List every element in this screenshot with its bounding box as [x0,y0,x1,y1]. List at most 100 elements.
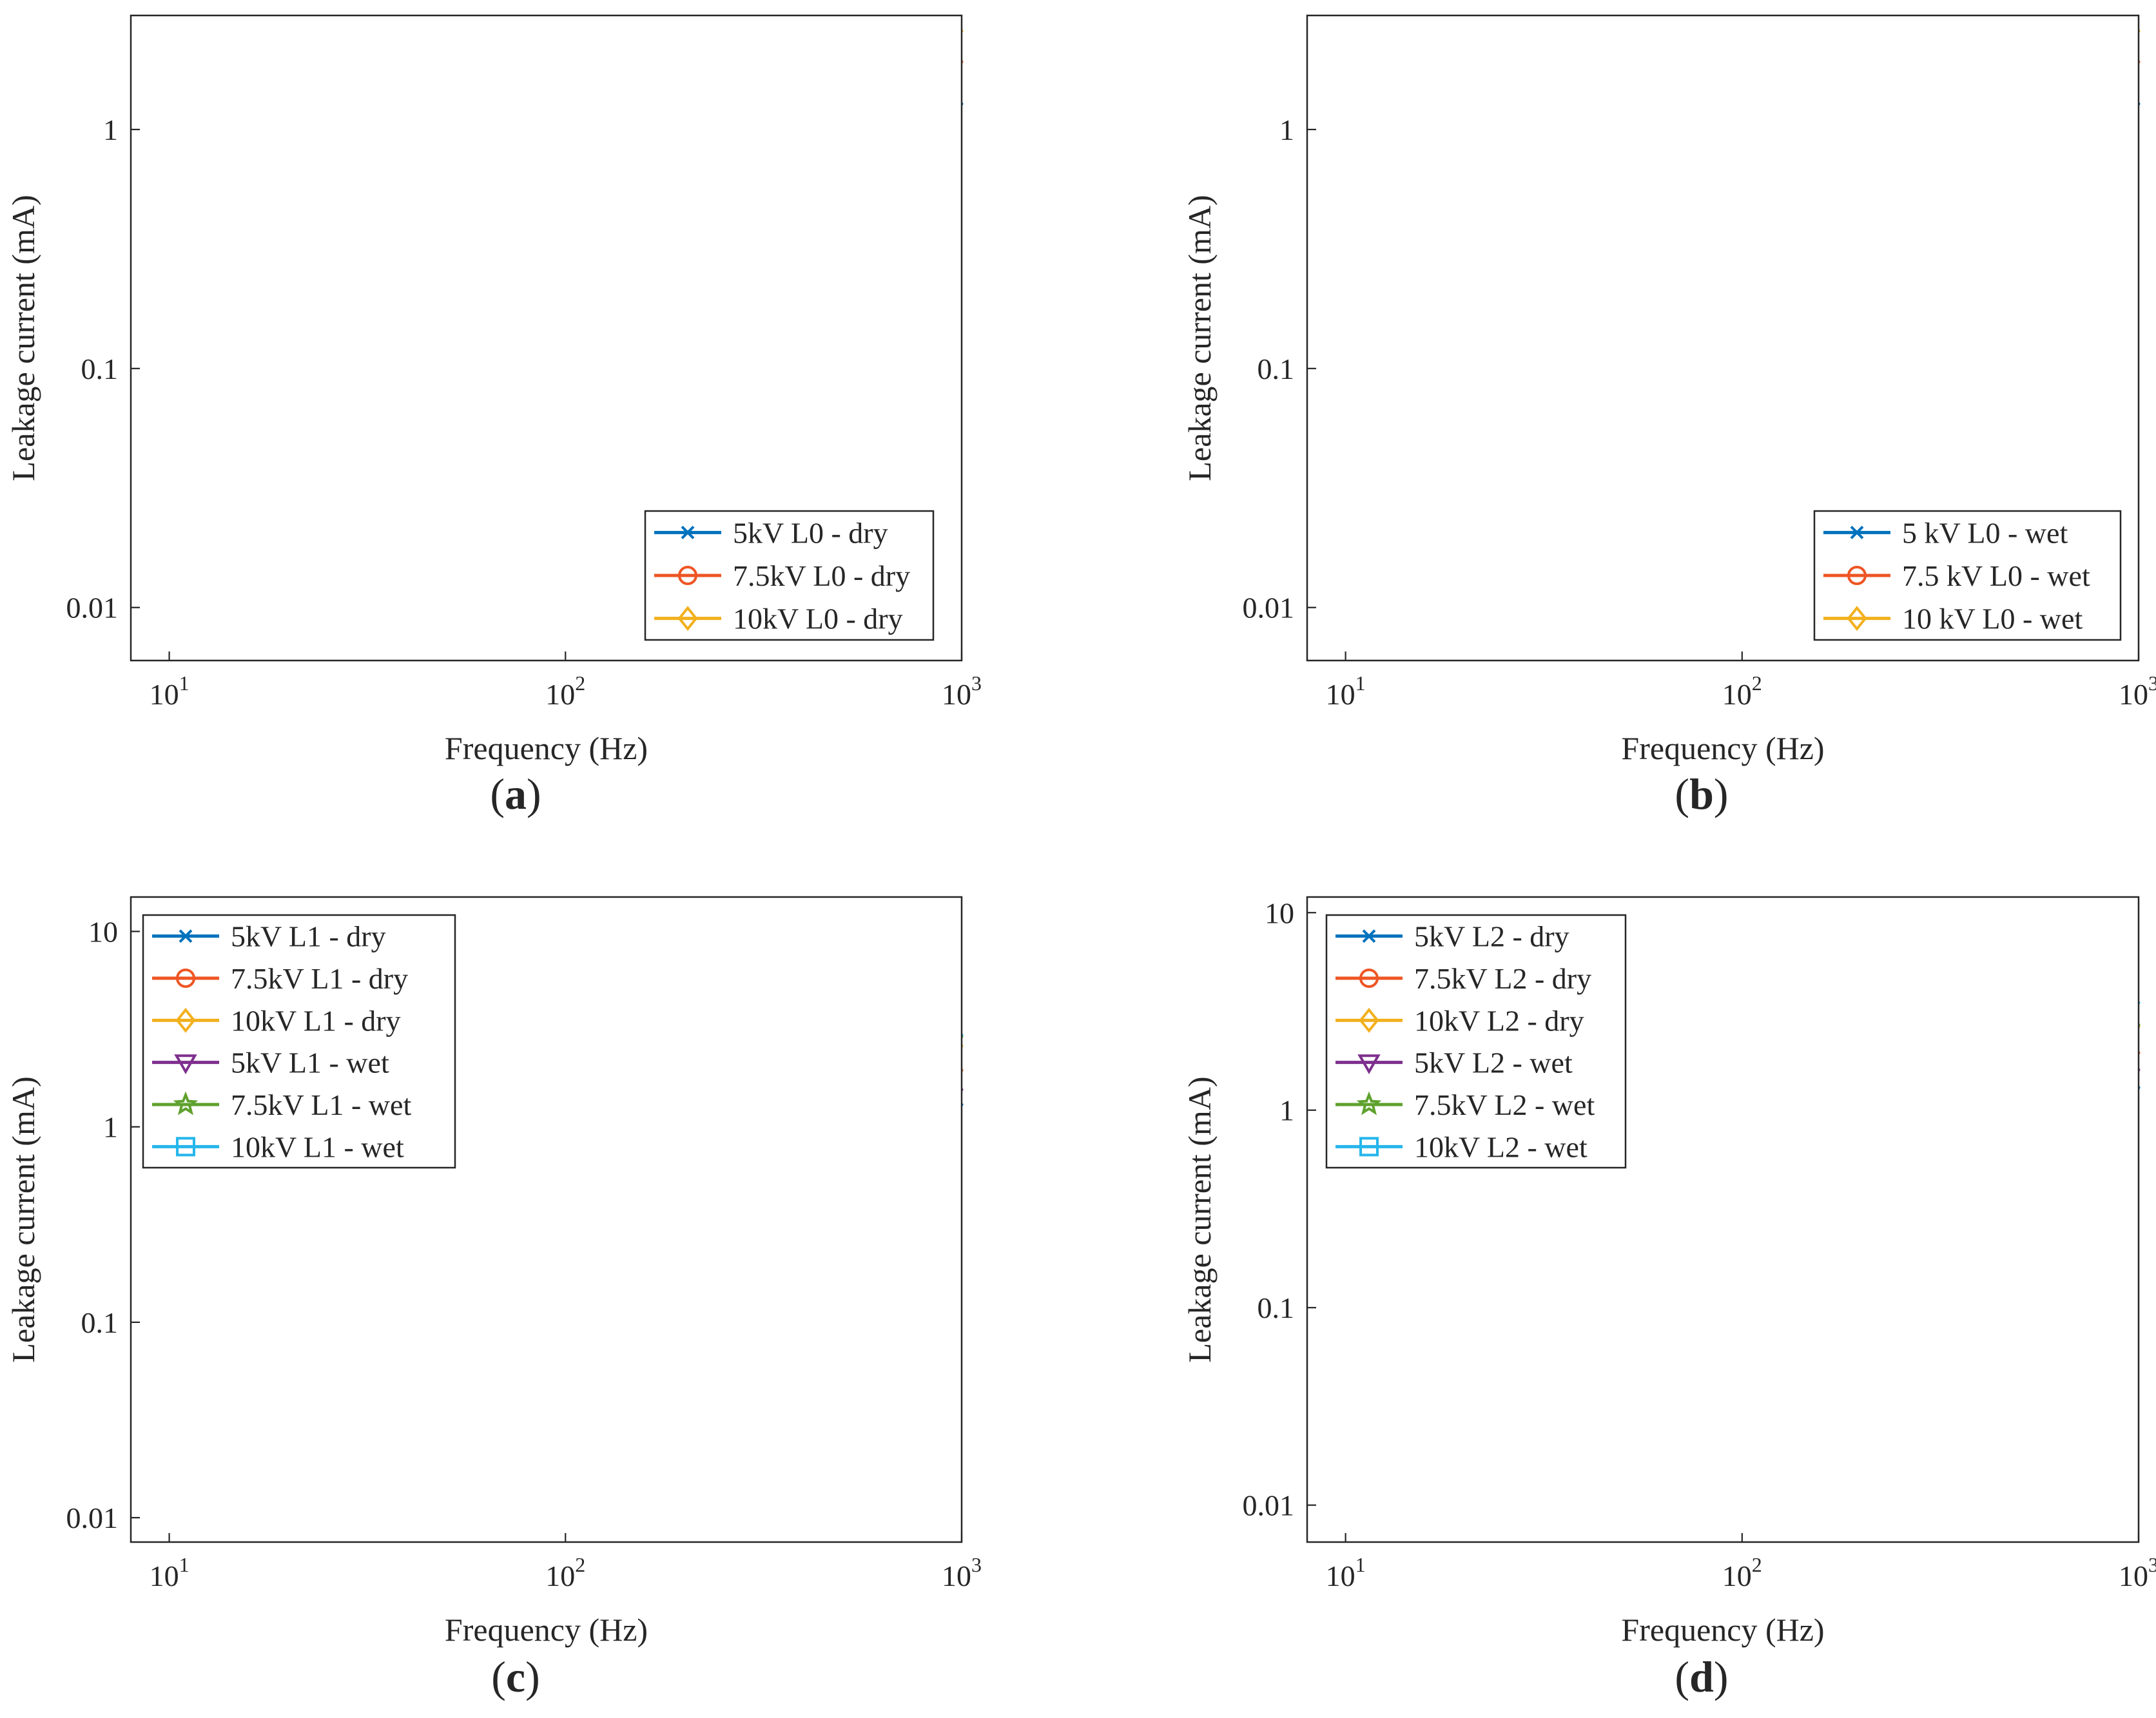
legend-label: 5 kV L0 - wet [1902,516,2068,549]
legend-label: 10kV L1 - wet [231,1130,404,1163]
panel-letter: b [1689,769,1714,818]
legend-marker [1847,566,1867,585]
legend-label: 10 kV L0 - wet [1902,603,2083,635]
x-tick-label: 101 [1326,1553,1366,1592]
ticks: 101 102 103 0.01 0.1 1 [1243,113,2156,711]
x-tick-label: 103 [942,1553,982,1592]
legend-label: 7.5kV L1 - wet [231,1088,411,1121]
legend-marker [176,1137,195,1157]
panel-a: 101 102 103 0.01 0.1 1 Frequency (Hz) Leakage c… [5,14,982,818]
x-tick-label: 102 [545,1553,585,1592]
x-tick-exponent: 1 [179,671,189,695]
x-tick-exponent: 3 [2148,1553,2156,1576]
y-tick-label: 1 [1279,113,1294,146]
panel-label: (c) [491,1652,540,1701]
panel-d: 101 102 103 0.01 0.1 1 10 Frequency (Hz) Leakage… [1181,896,2156,1701]
legend-label: 5kV L0 - dry [733,516,888,549]
legend-marker [1359,1137,1379,1157]
legend: 5 kV L0 - wet 7.5 kV L0 - wet 10 kV L0 - w… [1813,510,2122,641]
panel-b: 101 102 103 0.01 0.1 1 Frequency (Hz) Leakage c… [1181,14,2156,818]
x-tick-exponent: 3 [971,1553,982,1576]
legend-label: 10kV L1 - dry [231,1004,401,1037]
legend-label: 10kV L0 - dry [733,603,903,635]
legend-label: 7.5kV L2 - dry [1414,962,1591,995]
x-tick-label: 102 [1722,671,1762,711]
legend-marker [174,1054,197,1074]
legend-marker [1847,606,1867,632]
y-tick-label: 0.01 [1243,1489,1295,1522]
panel-letter: a [505,769,527,818]
legend-marker [1362,929,1376,943]
legend-marker [1357,1054,1381,1074]
y-tick-label: 0.01 [1243,592,1295,624]
x-tick-label: 102 [545,671,585,711]
y-tick-label: 10 [88,915,118,948]
panel-label: (d) [1675,1652,1728,1701]
legend-marker [678,566,697,585]
x-tick-exponent: 1 [179,1553,189,1576]
y-tick-label: 0.1 [81,352,119,385]
x-tick-label: 102 [1722,1553,1762,1592]
legend: 5kV L1 - dry 7.5kV L1 - dry 10kV L1 - dry 5… [142,914,456,1169]
legend-label: 5kV L2 - dry [1414,920,1569,953]
legend-label: 7.5kV L1 - dry [231,962,408,995]
legend-label: 7.5kV L0 - dry [733,559,910,592]
y-axis-label: Leakage current (mA) [5,1076,41,1362]
legend-label: 7.5kV L2 - wet [1414,1088,1595,1121]
y-tick-label: 1 [103,1111,118,1144]
x-tick-exponent: 2 [575,671,585,695]
y-tick-label: 0.1 [1258,1291,1295,1324]
panel-letter: d [1689,1652,1714,1701]
legend-marker [173,1091,199,1115]
panel-c: 101 102 103 0.01 0.1 1 10 Frequency (Hz) Leakage… [5,896,982,1701]
legend-marker [175,1007,196,1033]
legend-marker [1359,969,1379,988]
x-axis-label: Frequency (Hz) [445,730,648,766]
x-axis-label: Frequency (Hz) [445,1612,648,1648]
legend-marker [1359,1007,1379,1033]
x-tick-exponent: 3 [2148,671,2156,695]
legend-label: 5kV L1 - wet [231,1047,389,1079]
panel-label: (b) [1675,769,1728,818]
y-axis-label: Leakage current (mA) [1181,195,1218,481]
y-tick-label: 0.1 [1258,352,1295,385]
x-tick-label: 103 [2119,1553,2156,1592]
x-axis-label: Frequency (Hz) [1621,1612,1824,1648]
legend-label: 10kV L2 - wet [1414,1130,1588,1163]
legend-box [142,914,456,1169]
y-tick-label: 0.01 [66,592,119,624]
legend-marker [681,525,695,539]
x-tick-exponent: 2 [1752,671,1762,695]
legend-marker [677,606,698,632]
x-tick-label: 103 [942,671,982,711]
x-tick-label: 101 [150,671,189,711]
x-tick-exponent: 1 [1355,1553,1366,1576]
legend: 5kV L2 - dry 7.5kV L2 - dry 10kV L2 - dry 5… [1325,914,1627,1169]
legend-marker [1356,1091,1382,1115]
y-axis-label: Leakage current (mA) [1181,1076,1218,1362]
y-tick-label: 1 [103,113,118,146]
y-tick-label: 1 [1279,1094,1294,1127]
x-axis-label: Frequency (Hz) [1621,730,1824,766]
x-tick-exponent: 2 [1752,1553,1762,1576]
x-tick-label: 103 [2119,671,2156,711]
y-axis-label: Leakage current (mA) [5,195,41,481]
y-tick-label: 0.01 [66,1501,119,1534]
legend-marker [1850,525,1864,539]
ticks: 101 102 103 0.01 0.1 1 10 [66,915,982,1592]
legend-marker [176,969,195,988]
legend-label: 10kV L2 - dry [1414,1004,1584,1037]
legend: 5kV L0 - dry 7.5kV L0 - dry 10kV L0 - dry [644,510,935,641]
legend-box [1325,914,1627,1169]
legend-marker [179,929,193,943]
y-tick-label: 0.1 [81,1306,119,1339]
x-tick-exponent: 3 [971,671,982,695]
x-tick-label: 101 [1326,671,1366,711]
panel-label: (a) [490,769,541,818]
y-tick-label: 10 [1265,896,1294,929]
panel-letter: c [506,1652,525,1701]
x-tick-exponent: 1 [1355,671,1366,695]
legend-label: 5kV L2 - wet [1414,1047,1573,1079]
x-tick-label: 101 [150,1553,189,1592]
